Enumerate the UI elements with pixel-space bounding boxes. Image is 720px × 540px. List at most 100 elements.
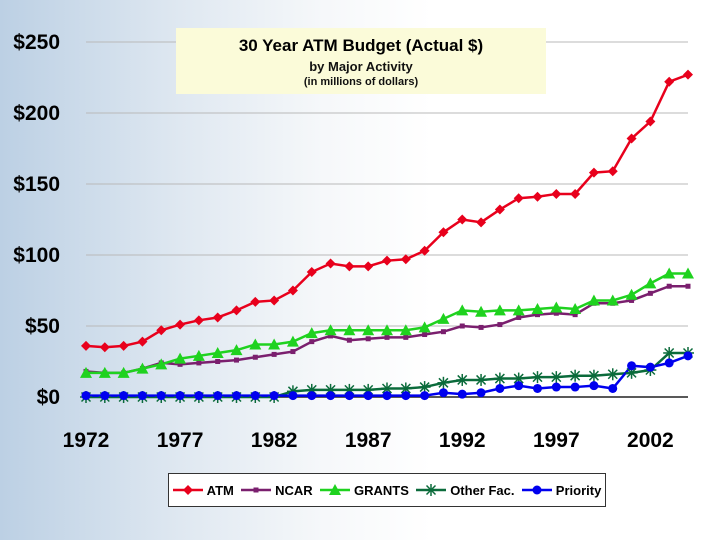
data-point-atm [588, 167, 599, 178]
chart-legend: ATM NCAR GRANTS Other Fac. Priority [168, 473, 606, 507]
x-tick-label: 1987 [345, 429, 392, 452]
data-point-grants [644, 277, 657, 289]
chart-title: 30 Year ATM Budget (Actual $) [238, 36, 484, 55]
data-point-priority [457, 389, 467, 399]
data-point-grants [456, 304, 469, 316]
data-point-atm [513, 193, 524, 204]
data-point-grants [155, 358, 168, 370]
data-point-grants [418, 321, 431, 333]
data-point-priority [438, 388, 448, 398]
chart-subtitle: by Major Activity [309, 59, 413, 74]
star-stroke [570, 370, 581, 381]
data-point-other-fac [606, 368, 619, 381]
data-point-atm [400, 254, 411, 265]
data-point-atm [306, 267, 317, 278]
data-point-grants [531, 302, 544, 314]
x-tick-label: 1992 [439, 429, 486, 452]
data-point-atm [118, 340, 129, 351]
x-tick-label: 1977 [157, 429, 204, 452]
legend-label: Priority [555, 482, 602, 498]
data-point-priority [664, 358, 674, 368]
data-point-grants [80, 366, 92, 378]
x-tick-label: 1997 [533, 429, 580, 452]
data-point-grants [512, 304, 525, 316]
data-point-grants [381, 324, 393, 336]
legend-swatch [320, 484, 350, 495]
data-point-priority [627, 361, 637, 371]
star-stroke [588, 370, 599, 381]
data-point-grants [98, 366, 111, 378]
data-point-ncar [572, 312, 578, 318]
data-point-grants [663, 267, 676, 279]
data-point-atm [457, 214, 468, 225]
data-point-other-fac [569, 369, 582, 382]
data-point-atm [476, 217, 487, 228]
data-point-ncar [309, 339, 315, 345]
data-point-other-fac [512, 372, 525, 385]
legend-item-atm: ATM [172, 483, 234, 498]
legend-swatch-marker [532, 485, 542, 495]
data-point-ncar [328, 333, 334, 339]
data-point-grants [343, 324, 356, 336]
data-point-ncar [177, 361, 183, 367]
data-point-atm [570, 188, 581, 199]
legend-label: GRANTS [354, 482, 409, 498]
data-point-priority [194, 391, 204, 401]
data-point-other-fac [418, 381, 431, 394]
data-point-ncar [252, 354, 258, 360]
data-point-grants [268, 338, 281, 350]
data-point-grants [324, 324, 337, 336]
x-tick-label: 1972 [63, 429, 110, 452]
data-point-ncar [403, 334, 409, 340]
data-point-grants [305, 327, 318, 339]
star-stroke [664, 347, 675, 359]
data-point-ncar [666, 283, 672, 289]
data-point-priority [119, 391, 129, 401]
data-point-grants [117, 366, 130, 378]
legend-swatch [172, 485, 203, 495]
data-point-ncar [365, 336, 371, 342]
data-point-atm [99, 342, 110, 353]
data-point-grants [437, 312, 450, 324]
data-point-grants [249, 338, 262, 350]
legend-label: NCAR [275, 482, 313, 498]
data-point-atm [250, 296, 261, 307]
star-stroke [419, 382, 430, 393]
legend-item-grants: GRANTS [320, 483, 409, 498]
y-tick-label: $0 [37, 386, 60, 409]
legend-swatch [521, 485, 552, 495]
data-point-priority [495, 383, 505, 393]
data-point-grants [550, 301, 563, 313]
data-point-atm [175, 319, 186, 330]
data-point-atm [683, 69, 693, 80]
data-point-grants [230, 344, 243, 356]
data-point-priority [137, 391, 147, 401]
legend-item-ncar: NCAR [241, 483, 313, 498]
legend-swatch-marker [253, 487, 259, 493]
data-point-atm [137, 336, 148, 347]
data-point-atm [626, 133, 637, 144]
data-point-atm [494, 204, 505, 215]
data-point-other-fac [663, 346, 676, 359]
data-point-ncar [459, 323, 465, 329]
data-point-atm [664, 76, 675, 87]
data-point-grants [587, 294, 600, 306]
series-line-atm [85, 73, 689, 349]
y-tick-label: $250 [13, 31, 60, 54]
data-point-ncar [647, 290, 653, 296]
data-point-grants [606, 294, 619, 306]
data-point-ncar [215, 359, 221, 364]
data-point-atm [81, 340, 91, 351]
star-stroke [494, 373, 505, 384]
legend-swatch [241, 487, 272, 493]
y-tick-label: $100 [13, 244, 60, 267]
star-stroke [513, 373, 524, 384]
star-stroke [400, 383, 411, 394]
data-point-priority [420, 391, 430, 401]
data-point-grants [475, 305, 488, 317]
data-point-grants [211, 346, 224, 358]
data-point-priority [232, 391, 241, 401]
legend-swatch-marker [182, 485, 193, 495]
data-point-ncar [685, 283, 691, 289]
